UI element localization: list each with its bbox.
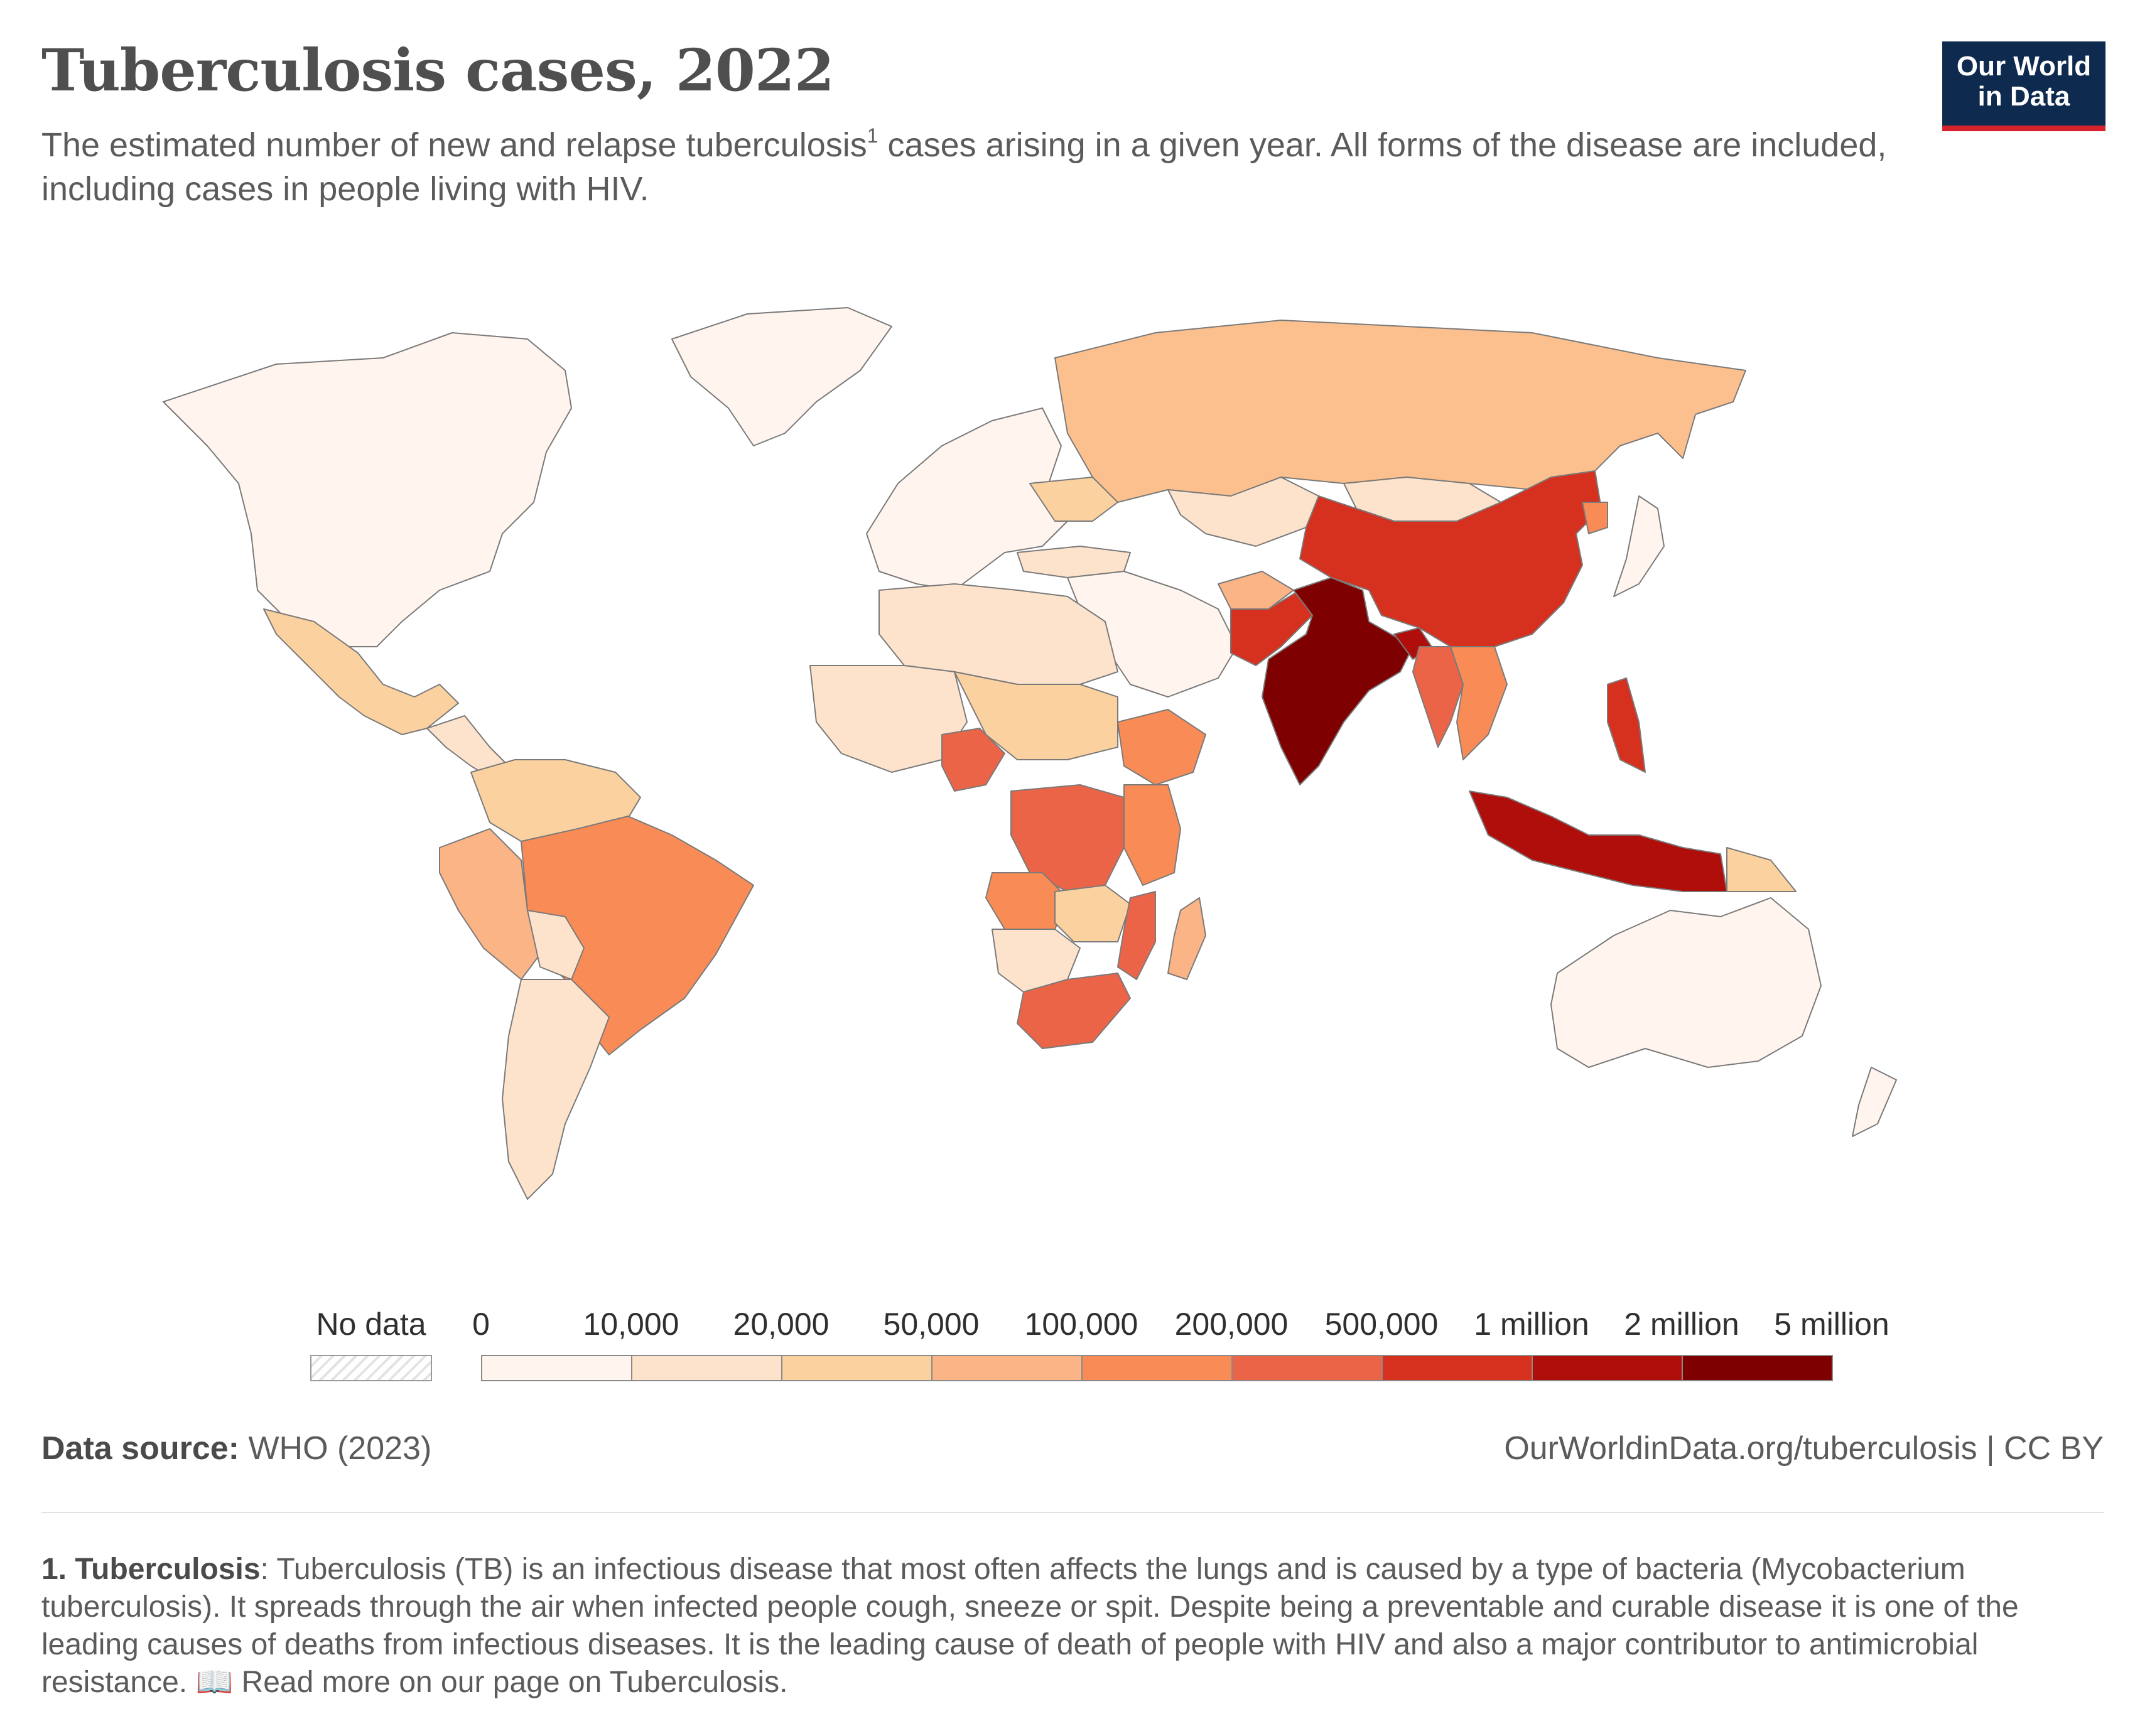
legend-tick-label: 0 bbox=[472, 1307, 490, 1342]
legend-bin[interactable] bbox=[931, 1355, 1083, 1381]
logo-accent-bar bbox=[1942, 126, 2105, 131]
country-region[interactable] bbox=[1123, 784, 1181, 886]
country-region[interactable] bbox=[1117, 891, 1156, 980]
logo-text: Our World in Data bbox=[1942, 51, 2105, 112]
country-region[interactable] bbox=[1582, 502, 1608, 534]
country-region[interactable] bbox=[1054, 885, 1131, 942]
chart-title: Tuberculosis cases, 2022 bbox=[41, 36, 835, 104]
country-region[interactable] bbox=[671, 307, 892, 446]
data-source-value[interactable]: WHO (2023) bbox=[239, 1430, 432, 1467]
country-region[interactable] bbox=[1029, 477, 1118, 522]
data-source-label: Data source: bbox=[41, 1430, 239, 1467]
legend-tick-label: 200,000 bbox=[1174, 1307, 1289, 1342]
country-region[interactable] bbox=[1607, 677, 1646, 773]
country-region[interactable] bbox=[1550, 897, 1822, 1068]
legend-bin[interactable] bbox=[481, 1355, 632, 1381]
legend-bin[interactable] bbox=[1381, 1355, 1533, 1381]
legend-tick-label: 10,000 bbox=[583, 1307, 679, 1342]
logo-line-2: in Data bbox=[1977, 81, 2070, 112]
legend-bin[interactable] bbox=[1532, 1355, 1683, 1381]
country-region[interactable] bbox=[1017, 973, 1131, 1049]
country-region[interactable] bbox=[1469, 790, 1727, 892]
legend-tick-label: 500,000 bbox=[1324, 1307, 1439, 1342]
divider bbox=[41, 1512, 2104, 1513]
country-region[interactable] bbox=[1262, 577, 1413, 785]
legend-tick-label: 2 million bbox=[1624, 1307, 1739, 1342]
legend-bin[interactable] bbox=[631, 1355, 782, 1381]
attribution-link[interactable]: OurWorldinData.org/tuberculosis | CC BY bbox=[1504, 1430, 2104, 1467]
footnote-marker[interactable]: 1 bbox=[867, 124, 878, 147]
legend-bin[interactable] bbox=[1682, 1355, 1833, 1381]
country-region[interactable] bbox=[954, 671, 1118, 760]
legend-bin[interactable] bbox=[1231, 1355, 1383, 1381]
logo-line-1: Our World bbox=[1956, 51, 2092, 82]
country-region[interactable] bbox=[878, 583, 1118, 685]
world-map[interactable] bbox=[88, 295, 2066, 1231]
chart-subtitle: The estimated number of new and relapse … bbox=[41, 123, 1894, 211]
country-region[interactable] bbox=[1726, 847, 1797, 892]
footnote-label: 1. Tuberculosis bbox=[41, 1553, 261, 1586]
country-region[interactable] bbox=[1450, 646, 1508, 760]
subtitle-text-rest: cases arising in a given year. All forms… bbox=[41, 126, 1887, 208]
legend-tick-label: 20,000 bbox=[733, 1307, 830, 1342]
country-region[interactable] bbox=[1299, 470, 1602, 647]
country-region[interactable] bbox=[1167, 897, 1206, 980]
legend-no-data-swatch[interactable] bbox=[310, 1355, 432, 1381]
legend-bin[interactable] bbox=[781, 1355, 932, 1381]
country-region[interactable] bbox=[502, 979, 610, 1200]
footnote: 1. Tuberculosis: Tuberculosis (TB) is an… bbox=[41, 1551, 2089, 1701]
country-region[interactable] bbox=[1054, 320, 1746, 503]
legend-tick-label: 50,000 bbox=[883, 1307, 980, 1342]
country-region[interactable] bbox=[1218, 571, 1294, 610]
country-region[interactable] bbox=[1852, 1067, 1897, 1137]
country-region[interactable] bbox=[1613, 495, 1665, 597]
country-region[interactable] bbox=[1230, 590, 1313, 666]
legend-bin[interactable] bbox=[1081, 1355, 1233, 1381]
country-region[interactable] bbox=[439, 828, 541, 980]
country-region[interactable] bbox=[1117, 709, 1206, 785]
subtitle-text: The estimated number of new and relapse … bbox=[41, 126, 867, 164]
legend-tick-label: 5 million bbox=[1774, 1307, 1889, 1342]
data-source: Data source: WHO (2023) bbox=[41, 1430, 431, 1467]
country-region[interactable] bbox=[263, 608, 459, 735]
legend-no-data-label: No data bbox=[316, 1307, 426, 1342]
country-region[interactable] bbox=[163, 332, 572, 647]
footnote-text: : Tuberculosis (TB) is an infectious dis… bbox=[41, 1553, 2019, 1699]
country-region[interactable] bbox=[527, 910, 585, 980]
legend-tick-label: 100,000 bbox=[1024, 1307, 1138, 1342]
country-region[interactable] bbox=[941, 728, 1005, 792]
legend-tick-label: 1 million bbox=[1474, 1307, 1589, 1342]
owid-logo[interactable]: Our World in Data bbox=[1942, 41, 2105, 131]
